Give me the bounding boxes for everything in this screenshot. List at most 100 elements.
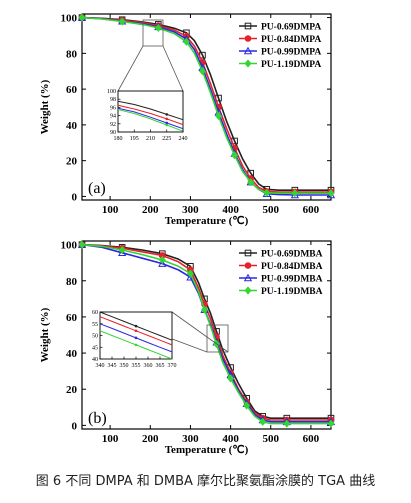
data-point: [78, 13, 86, 22]
panel-label: (a): [88, 180, 106, 197]
legend-label: PU-1.19DMPA: [261, 60, 321, 70]
inset-data-point: [134, 343, 138, 347]
data-point: [158, 259, 167, 267]
data-point: [283, 419, 291, 428]
legend-label: PU-1.19DMBA: [261, 287, 323, 297]
inset-y-tick-label: 98: [110, 97, 116, 103]
x-tick-label: 300: [182, 433, 199, 445]
legend-marker: [244, 286, 252, 295]
x-tick-label: 500: [263, 204, 280, 216]
inset-data-point: [134, 324, 138, 328]
inset-y-tick-label: 45: [92, 345, 98, 351]
data-point: [327, 419, 335, 428]
inset-y-tick-label: 100: [107, 89, 116, 95]
data-point: [118, 248, 127, 257]
x-axis-label: Temperature (℃): [165, 444, 249, 456]
x-tick-label: 400: [222, 433, 239, 445]
inset-chart: 180 195 210 225 240 90 92 94 96 98 100: [107, 89, 188, 142]
y-tick-label: 80: [66, 276, 78, 288]
inset-chart: 340 345 350 355 360 365 370 40 45 50 55 60: [92, 310, 177, 369]
zoom-connector: [162, 45, 184, 92]
legend-marker: [243, 273, 253, 282]
inset-data-point: [134, 336, 138, 340]
x-tick-label: 200: [142, 204, 159, 216]
inset-data-point: [165, 123, 169, 127]
zoom-connector: [171, 311, 229, 353]
y-tick-label: 60: [66, 312, 78, 324]
y-tick-label: 40: [66, 348, 78, 360]
y-tick-label: 100: [61, 240, 78, 252]
chart-panel-2: 100 200 300 400 500 600 0 20 40 60 80 100 Temperatur…: [39, 240, 336, 456]
data-point: [263, 188, 271, 197]
legend-label: PU-0.84DMPA: [261, 35, 321, 45]
data-point: [158, 255, 166, 265]
inset-data-point: [134, 329, 138, 333]
zoom-connector: [117, 45, 144, 92]
panel-label: (b): [88, 410, 107, 427]
inset-x-tick-label: 210: [146, 136, 155, 142]
inset-x-tick-label: 365: [156, 363, 165, 369]
inset-x-tick-label: 370: [168, 363, 177, 369]
data-point: [154, 23, 162, 33]
inset-x-tick-label: 345: [108, 363, 117, 369]
legend-label: PU-0.84DMBA: [261, 262, 323, 272]
inset-data-point: [165, 117, 169, 121]
inset-x-tick-label: 180: [114, 136, 123, 142]
legend-label: PU-0.69DMPA: [261, 23, 321, 33]
inset-y-tick-label: 90: [110, 130, 116, 136]
data-point: [231, 151, 239, 160]
y-tick-label: 100: [61, 13, 78, 25]
x-tick-label: 400: [222, 204, 239, 216]
inset-x-tick-label: 355: [132, 363, 141, 369]
data-point: [247, 178, 255, 187]
y-tick-label: 20: [66, 156, 78, 168]
data-point: [215, 111, 223, 121]
data-point: [243, 401, 251, 410]
y-tick-label: 0: [72, 191, 78, 203]
x-tick-label: 100: [102, 204, 119, 216]
inset-y-tick-label: 60: [92, 310, 98, 316]
data-point: [118, 245, 126, 255]
data-point: [199, 67, 206, 76]
data-point: [78, 240, 86, 249]
legend-label: PU-0.69DMBA: [261, 250, 323, 260]
inset-series-line: [117, 109, 184, 132]
inset-x-tick-label: 340: [96, 363, 105, 369]
inset-series-line: [117, 100, 184, 121]
inset-data-point: [165, 121, 169, 125]
data-point: [259, 417, 267, 426]
legend-marker: [244, 35, 252, 42]
chart-panel-1: 100 200 300 400 500 600 0 20 40 60 80 100 Temperatur…: [39, 13, 336, 227]
data-point: [182, 37, 190, 46]
y-tick-label: 0: [72, 420, 78, 432]
legend-marker: [244, 262, 252, 269]
legend-label: PU-0.99DMBA: [261, 275, 323, 285]
y-axis-label: Weight (%): [39, 79, 51, 134]
legend-label: PU-0.99DMPA: [261, 48, 321, 58]
inset-x-tick-label: 195: [130, 136, 139, 142]
inset-y-tick-label: 50: [92, 334, 98, 340]
x-tick-label: 300: [182, 204, 199, 216]
x-tick-label: 200: [142, 433, 159, 445]
inset-y-tick-label: 94: [110, 114, 116, 120]
zoom-box: [142, 19, 164, 47]
inset-y-tick-label: 92: [110, 122, 116, 128]
inset-data-point: [165, 113, 169, 116]
inset-y-tick-label: 96: [110, 105, 116, 111]
data-point: [118, 17, 126, 26]
inset-series-line: [117, 107, 184, 130]
data-point: [291, 189, 299, 198]
y-tick-label: 80: [66, 48, 78, 60]
series-PU-1.19DMPA: [78, 13, 335, 198]
inset-x-tick-label: 240: [179, 136, 188, 142]
y-tick-label: 40: [66, 120, 78, 132]
inset-x-tick-label: 350: [120, 363, 129, 369]
legend-marker: [243, 46, 253, 55]
x-tick-label: 600: [303, 204, 320, 216]
inset-x-tick-label: 360: [144, 363, 153, 369]
inset-series-line: [117, 104, 184, 126]
data-point: [186, 269, 194, 278]
plot-frame: [81, 240, 332, 430]
legend-marker: [244, 59, 252, 68]
tga-figure: 100 200 300 400 500 600020406080100Temperatur…: [39, 13, 336, 456]
